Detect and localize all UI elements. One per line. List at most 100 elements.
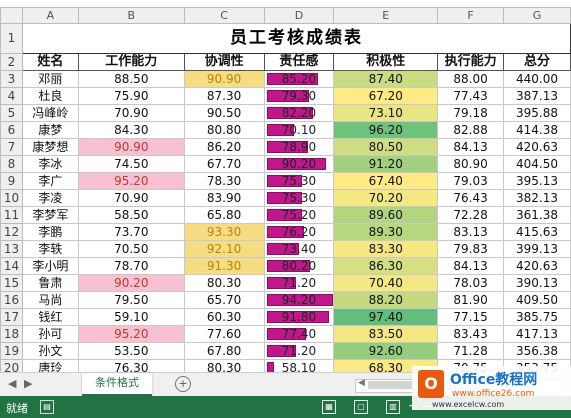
cell-exec[interactable]: 79.83 (437, 240, 505, 258)
cell-work[interactable]: 70.50 (77, 240, 185, 258)
cell-coord[interactable]: 65.80 (183, 206, 265, 224)
cell-total[interactable]: 417.13 (503, 325, 571, 343)
sheet-grid[interactable]: A B C D E F G 1 员工考核成绩表 2 姓名 工作能力 协调性 责任… (0, 7, 571, 372)
cell-resp[interactable]: 85.20 (263, 70, 335, 88)
add-sheet-icon[interactable]: + (175, 376, 191, 392)
row-header[interactable]: 6 (0, 121, 23, 139)
cell-act[interactable]: 67.40 (333, 172, 439, 190)
cell-act[interactable]: 96.20 (333, 121, 439, 139)
cell-act[interactable]: 83.50 (333, 325, 439, 343)
cell-total[interactable]: 395.13 (503, 172, 571, 190)
cell-work[interactable]: 79.50 (77, 291, 185, 309)
worksheet[interactable]: A B C D E F G 1 员工考核成绩表 2 姓名 工作能力 协调性 责任… (0, 0, 571, 372)
cell-exec[interactable]: 82.88 (437, 121, 505, 139)
cell-act[interactable]: 87.40 (333, 70, 439, 88)
cell-resp[interactable]: 71.20 (263, 342, 335, 360)
row-header[interactable]: 12 (0, 223, 23, 241)
macro-record-icon[interactable]: ▤ (40, 400, 54, 414)
cell-coord[interactable]: 86.20 (183, 138, 265, 156)
column-header-c[interactable]: C (183, 7, 265, 24)
cell-name[interactable]: 李凌 (21, 189, 79, 207)
cell-total[interactable]: 414.38 (503, 121, 571, 139)
column-header-f[interactable]: F (437, 7, 505, 24)
cell-coord[interactable]: 80.30 (183, 274, 265, 292)
prev-sheet-icon[interactable]: ◀ (8, 377, 17, 390)
cell-work[interactable]: 53.50 (77, 342, 185, 360)
cell-work[interactable]: 74.50 (77, 155, 185, 173)
cell-total[interactable]: 440.00 (503, 70, 571, 88)
cell-exec[interactable]: 79.03 (437, 172, 505, 190)
cell-act[interactable]: 91.20 (333, 155, 439, 173)
cell-coord[interactable]: 80.30 (183, 359, 265, 372)
cell-act[interactable]: 86.30 (333, 257, 439, 275)
cell-name[interactable]: 钱红 (21, 308, 79, 326)
cell-total[interactable]: 356.38 (503, 342, 571, 360)
cell-exec[interactable]: 79.18 (437, 104, 505, 122)
cell-work[interactable]: 70.90 (77, 189, 185, 207)
cell-resp[interactable]: 82.20 (263, 104, 335, 122)
cell-act[interactable]: 97.40 (333, 308, 439, 326)
scrollbar-thumb[interactable] (368, 381, 428, 389)
row-header[interactable]: 18 (0, 325, 23, 343)
cell-work[interactable]: 58.50 (77, 206, 185, 224)
cell-exec[interactable]: 78.03 (437, 274, 505, 292)
cell-total[interactable]: 399.13 (503, 240, 571, 258)
cell-act[interactable]: 67.20 (333, 87, 439, 105)
cell-resp[interactable]: 94.20 (263, 291, 335, 309)
cell-work[interactable]: 75.90 (77, 87, 185, 105)
cell-work[interactable]: 84.30 (77, 121, 185, 139)
cell-work[interactable]: 73.70 (77, 223, 185, 241)
row-header[interactable]: 1 (0, 23, 23, 54)
cell-resp[interactable]: 79.30 (263, 87, 335, 105)
cell-name[interactable]: 李冰 (21, 155, 79, 173)
cell-name[interactable]: 李小明 (21, 257, 79, 275)
header-total[interactable]: 总分 (503, 53, 571, 71)
column-header-b[interactable]: B (77, 7, 185, 24)
cell-coord[interactable]: 67.70 (183, 155, 265, 173)
cell-resp[interactable]: 71.20 (263, 274, 335, 292)
cell-work[interactable]: 90.90 (77, 138, 185, 156)
next-sheet-icon[interactable]: ▶ (24, 377, 33, 390)
cell-name[interactable]: 冯峰岭 (21, 104, 79, 122)
cell-resp[interactable]: 91.80 (263, 308, 335, 326)
cell-work[interactable]: 88.50 (77, 70, 185, 88)
cell-total[interactable]: 409.50 (503, 291, 571, 309)
cell-act[interactable]: 80.50 (333, 138, 439, 156)
cell-act[interactable]: 83.30 (333, 240, 439, 258)
cell-total[interactable]: 361.38 (503, 206, 571, 224)
cell-act[interactable]: 68.30 (333, 359, 439, 372)
cell-exec[interactable]: 76.43 (437, 189, 505, 207)
cell-name[interactable]: 马尚 (21, 291, 79, 309)
row-header[interactable]: 5 (0, 104, 23, 122)
cell-exec[interactable]: 72.28 (437, 206, 505, 224)
cell-total[interactable]: 404.50 (503, 155, 571, 173)
column-header-d[interactable]: D (263, 7, 335, 24)
cell-name[interactable]: 邓丽 (21, 70, 79, 88)
cell-name[interactable]: 唐玲 (21, 359, 79, 372)
row-header[interactable]: 15 (0, 274, 23, 292)
row-header[interactable]: 2 (0, 53, 23, 71)
cell-resp[interactable]: 76.20 (263, 223, 335, 241)
cell-act[interactable]: 89.60 (333, 206, 439, 224)
cell-total[interactable]: 420.63 (503, 257, 571, 275)
scroll-left-icon[interactable]: ◀ (358, 378, 365, 388)
row-header[interactable]: 19 (0, 342, 23, 360)
cell-work[interactable]: 59.10 (77, 308, 185, 326)
cell-coord[interactable]: 91.30 (183, 257, 265, 275)
cell-exec[interactable]: 80.90 (437, 155, 505, 173)
cell-work[interactable]: 95.20 (77, 325, 185, 343)
cell-resp[interactable]: 70.10 (263, 121, 335, 139)
sheet-title[interactable]: 员工考核成绩表 (21, 23, 571, 54)
cell-name[interactable]: 孙文 (21, 342, 79, 360)
header-act[interactable]: 积极性 (333, 53, 439, 71)
cell-resp[interactable]: 77.40 (263, 325, 335, 343)
column-header-g[interactable]: G (503, 7, 571, 24)
cell-name[interactable]: 李梦军 (21, 206, 79, 224)
cell-exec[interactable]: 83.43 (437, 325, 505, 343)
row-header[interactable]: 9 (0, 172, 23, 190)
row-header[interactable]: 13 (0, 240, 23, 258)
cell-work[interactable]: 70.90 (77, 104, 185, 122)
cell-coord[interactable]: 65.70 (183, 291, 265, 309)
row-header[interactable]: 17 (0, 308, 23, 326)
cell-name[interactable]: 孙可 (21, 325, 79, 343)
